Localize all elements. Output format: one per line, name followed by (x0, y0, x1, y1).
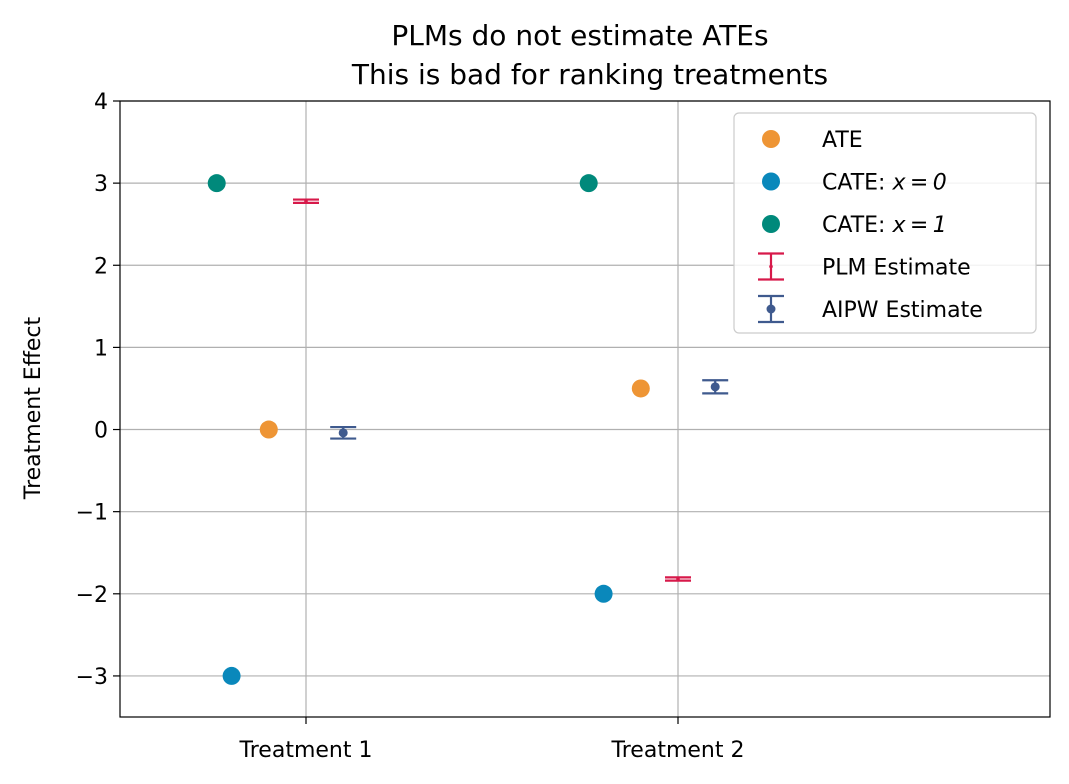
legend-label: ATE (822, 128, 863, 153)
data-point (579, 174, 598, 193)
legend-label-prefix: CATE: (822, 213, 892, 238)
errorbar-center (304, 199, 308, 204)
legend-label: AIPW Estimate (822, 298, 983, 323)
data-point (207, 174, 226, 193)
chart-title: PLMs do not estimate ATEs (391, 19, 768, 52)
y-tick-label: −1 (76, 501, 108, 526)
data-marks (207, 174, 729, 685)
data-point (594, 584, 613, 603)
x-tick-label: Treatment 2 (611, 738, 745, 763)
legend-label: PLM Estimate (822, 256, 971, 281)
legend-label: CATE: x = 0 (822, 171, 947, 196)
chart-subtitle: This is bad for ranking treatments (351, 58, 828, 91)
y-tick-label: −3 (76, 665, 108, 690)
y-tick-label: 2 (94, 254, 108, 279)
legend-errorbar-center (769, 264, 773, 269)
legend-marker (762, 130, 780, 148)
data-point (259, 420, 278, 439)
legend-marker (762, 172, 780, 191)
plot-area-frame (119, 100, 1051, 718)
x-tick-label: Treatment 1 (239, 738, 373, 763)
legend-box (733, 112, 1037, 334)
y-tick-label: 1 (94, 336, 108, 361)
errorbar-center (710, 382, 720, 392)
y-axis-label: Treatment Effect (21, 317, 46, 501)
errorbar-center (338, 428, 348, 438)
legend-label-prefix: CATE: (822, 171, 892, 196)
legend-label-math: x = 0 (891, 171, 946, 196)
legend-errorbar-center (766, 304, 776, 314)
axis-ticks: 4 3 2 1 0 −1 −2 −3 Treatment 1 Treatment 2 (76, 90, 745, 763)
y-tick-label: −2 (76, 583, 108, 608)
data-point (631, 379, 650, 398)
errorbar-center (676, 577, 680, 581)
legend-label: CATE: x = 1 (822, 213, 947, 238)
legend-label-math: x = 1 (891, 213, 946, 238)
legend-marker (762, 215, 780, 233)
y-tick-label: 3 (94, 172, 108, 197)
y-tick-label: 0 (94, 419, 108, 444)
y-tick-label: 4 (94, 90, 108, 115)
data-point (222, 666, 241, 685)
